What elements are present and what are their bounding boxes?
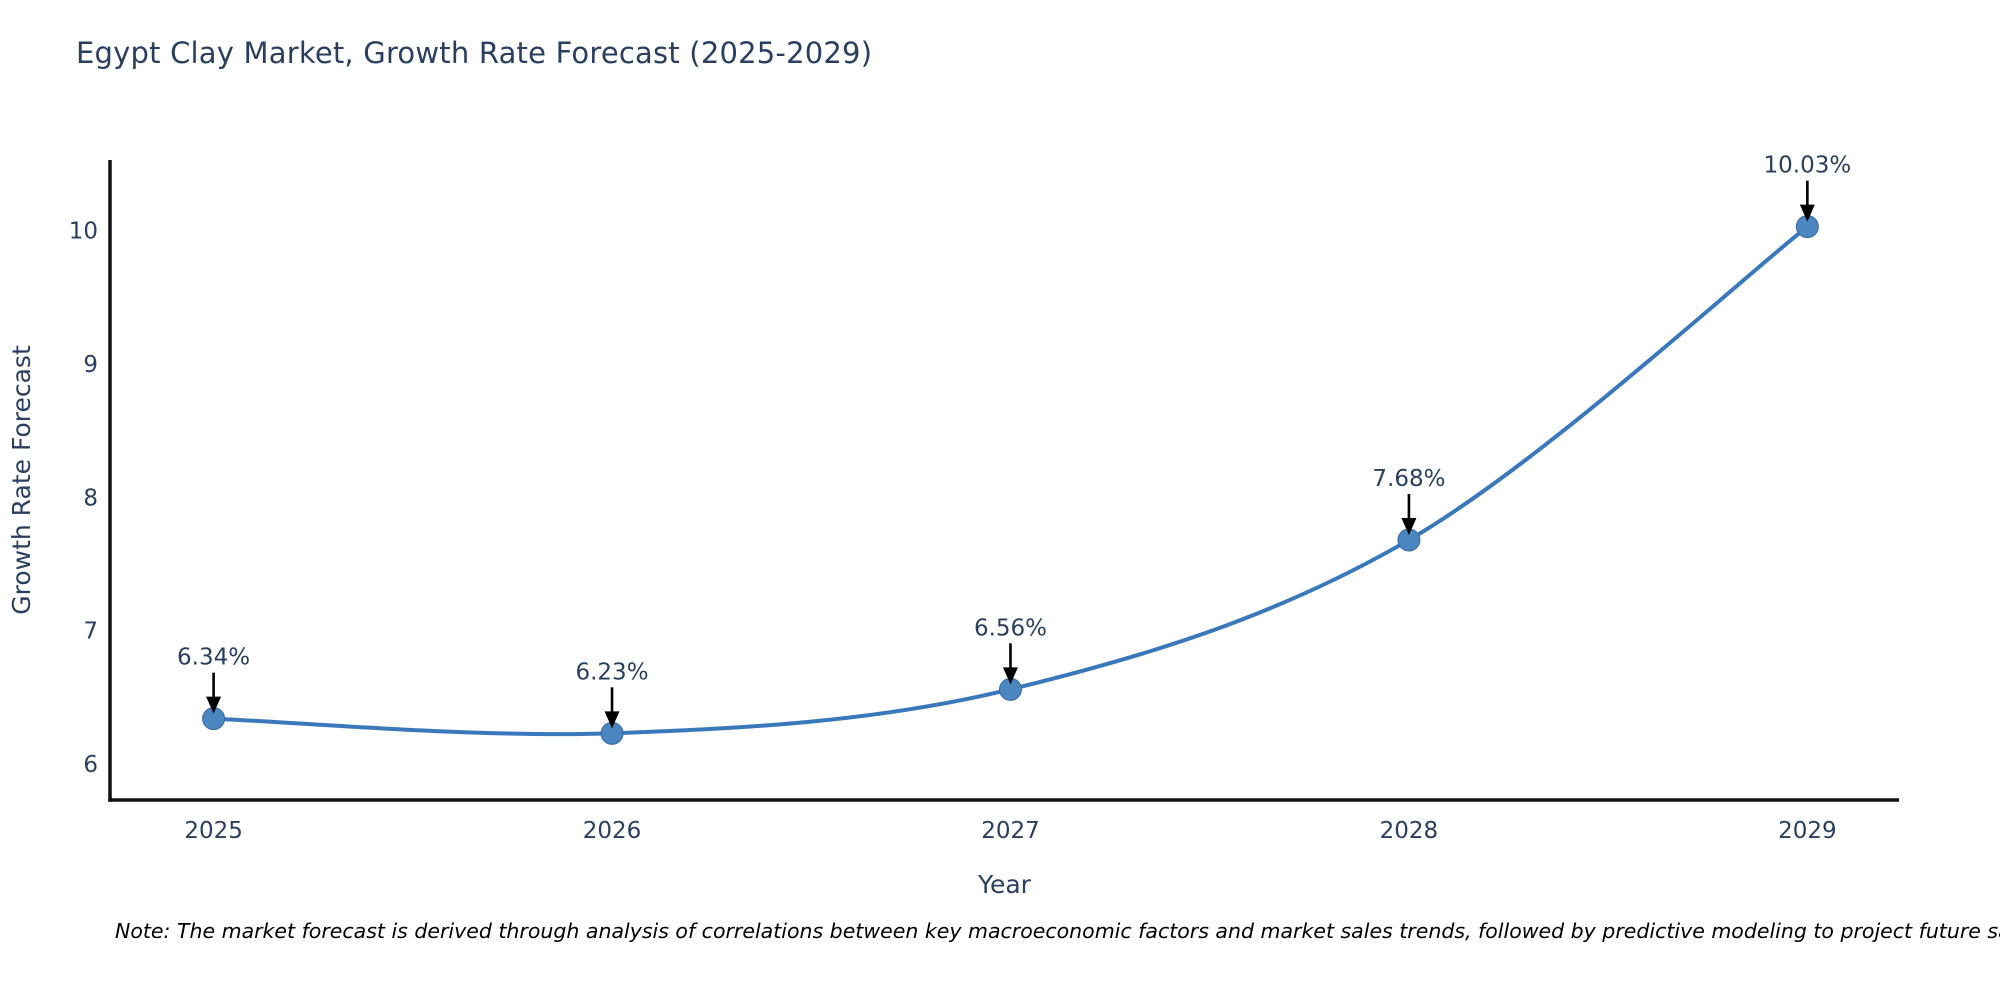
x-tick-label: 2025 [184, 818, 243, 844]
annotation-arrowhead [1799, 204, 1815, 222]
data-point-label: 6.34% [177, 645, 250, 671]
y-tick-label: 8 [83, 485, 98, 511]
x-tick-label: 2027 [981, 818, 1040, 844]
annotation-arrowhead [1401, 518, 1417, 535]
data-point-label: 10.03% [1764, 153, 1852, 179]
y-tick-label: 9 [83, 352, 98, 378]
x-tick-label: 2029 [1778, 818, 1837, 844]
annotation-arrowhead [604, 711, 620, 729]
y-tick-label: 10 [69, 219, 98, 245]
y-tick-label: 6 [83, 752, 98, 778]
y-axis-title: Growth Rate Forecast [7, 345, 36, 615]
note-text: Note: The market forecast is derived thr… [115, 919, 2000, 943]
annotation-arrowhead [206, 696, 222, 714]
x-tick-label: 2026 [583, 818, 642, 844]
data-point-label: 6.23% [575, 659, 648, 685]
data-point-label: 6.56% [974, 615, 1047, 641]
x-axis-title: Year [977, 870, 1032, 899]
y-tick-label: 7 [83, 619, 98, 645]
data-point-label: 7.68% [1372, 466, 1445, 492]
annotation-arrowhead [1002, 667, 1018, 685]
chart-title: Egypt Clay Market, Growth Rate Forecast … [76, 36, 873, 70]
x-tick-label: 2028 [1380, 818, 1439, 844]
